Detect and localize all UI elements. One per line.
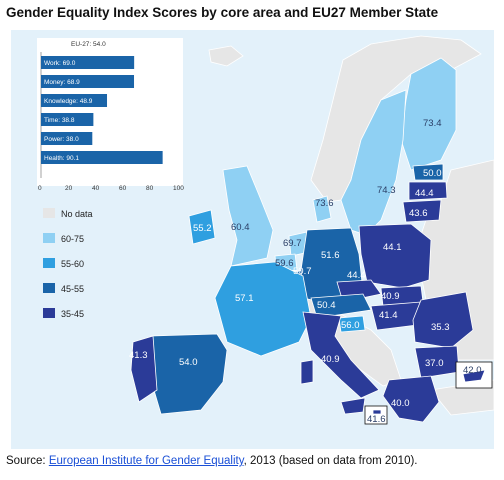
label-poland: 44.1 xyxy=(383,242,402,253)
source-suffix: , 2013 (based on data from 2010). xyxy=(243,455,418,467)
x-tick-5: 100 xyxy=(173,185,184,192)
bar-2 xyxy=(41,94,108,107)
bar-1 xyxy=(41,75,135,88)
region-portugal xyxy=(130,335,158,403)
region-sardinia xyxy=(300,359,314,385)
label-austria: 50.4 xyxy=(317,300,336,311)
bar-label-0: Work: 69.0 xyxy=(44,60,76,67)
legend-swatch-3 xyxy=(43,283,55,293)
x-tick-3: 60 xyxy=(119,185,127,192)
region-france xyxy=(214,261,312,357)
region-ireland xyxy=(188,209,216,245)
bar-label-2: Knowledge: 48.9 xyxy=(44,98,93,105)
europe-map: 73.4 74.3 50.0 44.4 43.6 73.6 55.2 60.4 … xyxy=(37,35,494,425)
region-sicily xyxy=(340,397,366,415)
x-tick-4: 80 xyxy=(146,185,154,192)
legend-label-3: 45-55 xyxy=(61,284,84,294)
label-netherlands: 69.7 xyxy=(283,238,302,249)
legend-label-1: 60-75 xyxy=(61,234,84,244)
region-lithuania xyxy=(402,199,442,223)
label-cyprus: 42.0 xyxy=(463,365,482,376)
region-poland xyxy=(358,223,432,289)
label-latvia: 44.4 xyxy=(415,188,434,199)
source-note: Source: European Institute for Gender Eq… xyxy=(6,455,418,467)
x-tick-1: 20 xyxy=(65,185,73,192)
legend-swatch-2 xyxy=(43,258,55,268)
country-value-labels: 73.4 74.3 50.0 44.4 43.6 73.6 55.2 60.4 … xyxy=(129,118,482,425)
label-uk: 60.4 xyxy=(231,222,250,233)
label-romania: 35.3 xyxy=(431,322,450,333)
region-spain xyxy=(150,333,228,415)
page-title: Gender Equality Index Scores by core are… xyxy=(6,5,439,20)
x-tick-0: 0 xyxy=(38,185,42,192)
bar-3 xyxy=(41,113,94,126)
legend-swatch-4 xyxy=(43,308,55,318)
map-panel: 73.4 74.3 50.0 44.4 43.6 73.6 55.2 60.4 … xyxy=(11,30,494,449)
bar-label-3: Time: 38.8 xyxy=(44,117,75,124)
label-germany: 51.6 xyxy=(321,250,340,261)
region-denmark xyxy=(312,195,332,223)
label-finland: 73.4 xyxy=(423,118,442,129)
label-luxembourg: 50.7 xyxy=(293,266,312,277)
label-portugal: 41.3 xyxy=(129,350,148,361)
x-tick-labels: 0 20 40 60 80 100 xyxy=(38,185,184,192)
legend-label-0: No data xyxy=(61,209,93,219)
legend-swatch-1 xyxy=(43,233,55,243)
map-legend: No data 60-75 55-60 45-55 35-45 xyxy=(43,208,93,319)
bar-label-4: Power: 38.0 xyxy=(44,136,79,143)
region-estonia xyxy=(412,163,444,181)
bar-4 xyxy=(41,132,93,145)
bar-group: Work: 69.0 Money: 68.9 Knowledge: 48.9 Time… xyxy=(41,56,163,164)
label-lithuania: 43.6 xyxy=(409,208,428,219)
region-italy xyxy=(302,311,380,399)
bar-0 xyxy=(41,56,135,69)
iceland-shape xyxy=(208,45,244,67)
region-austria xyxy=(310,293,372,319)
bar-label-1: Money: 68.9 xyxy=(44,79,80,86)
label-malta: 41.6 xyxy=(367,414,386,425)
region-uk xyxy=(222,165,274,267)
label-bulgaria: 37.0 xyxy=(425,358,444,369)
label-belgium: 59.6 xyxy=(275,258,294,269)
label-slovakia: 40.9 xyxy=(381,291,400,302)
region-malta xyxy=(372,409,382,415)
x-tick-2: 40 xyxy=(92,185,100,192)
bar-chart-title: EU-27: 54.0 xyxy=(71,41,106,48)
bar-label-5: Health: 90.1 xyxy=(44,155,79,162)
label-hungary: 41.4 xyxy=(379,310,398,321)
label-estonia: 50.0 xyxy=(423,168,442,179)
legend-label-2: 55-60 xyxy=(61,259,84,269)
label-greece: 40.0 xyxy=(391,398,410,409)
label-ireland: 55.2 xyxy=(193,223,212,234)
core-area-bar-chart: EU-27: 54.0 Work: 69.0 Money: 68.9 Knowled… xyxy=(37,38,184,192)
legend-swatch-0 xyxy=(43,208,55,218)
bar-5 xyxy=(41,151,163,164)
source-link[interactable]: European Institute for Gender Equality xyxy=(48,455,244,467)
source-prefix: Source: xyxy=(6,455,49,467)
malta-inset-box xyxy=(364,405,388,425)
label-slovenia: 56.0 xyxy=(341,320,360,331)
label-denmark: 73.6 xyxy=(315,198,334,209)
label-italy: 40.9 xyxy=(321,354,340,365)
label-sweden: 74.3 xyxy=(377,185,396,196)
label-spain: 54.0 xyxy=(179,357,198,368)
label-france: 57.1 xyxy=(235,293,254,304)
legend-label-4: 35-45 xyxy=(61,309,84,319)
region-cyprus xyxy=(462,369,486,383)
region-latvia xyxy=(408,181,448,201)
region-greece xyxy=(382,375,440,423)
country-regions xyxy=(130,57,474,423)
region-slovenia xyxy=(338,315,366,333)
label-czechia: 44.4 xyxy=(347,270,366,281)
